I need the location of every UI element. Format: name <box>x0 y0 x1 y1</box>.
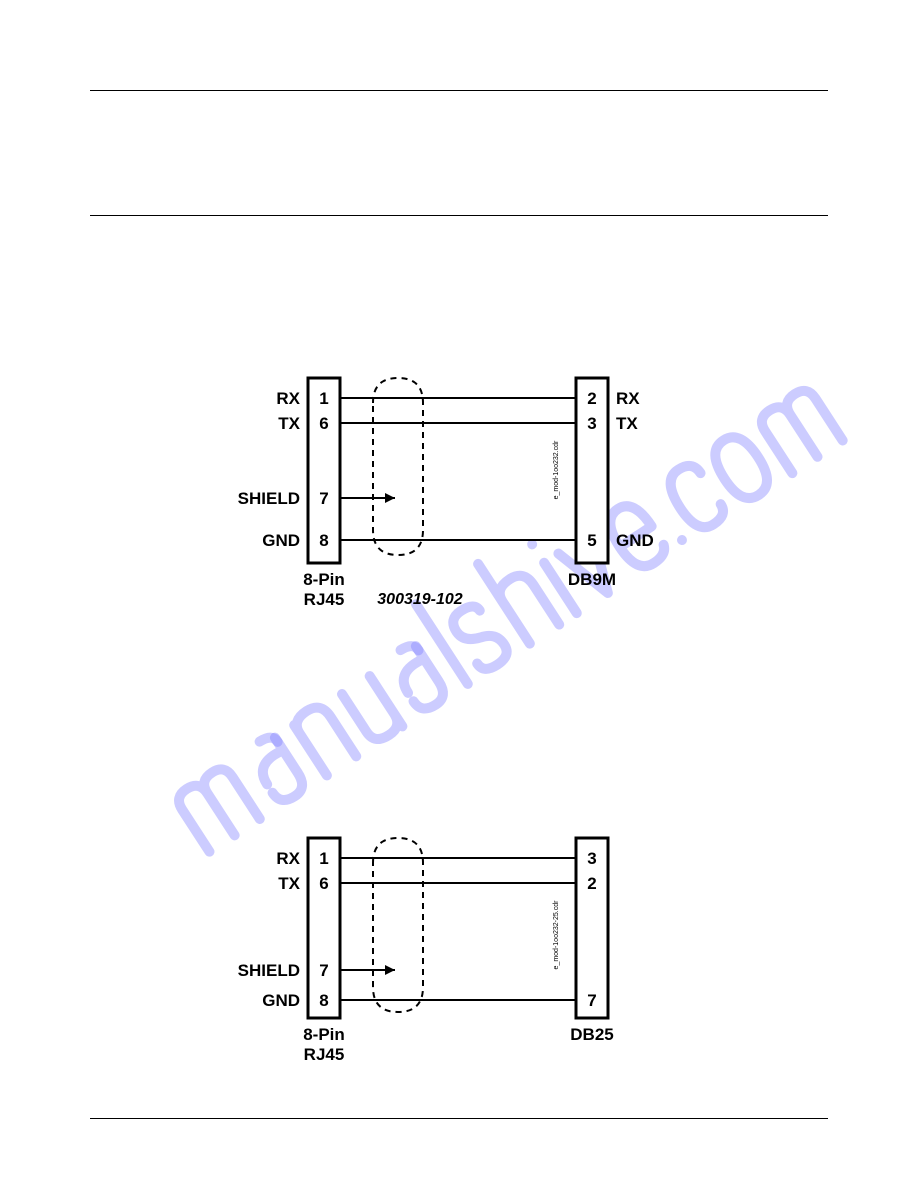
right-pin-signal: TX <box>616 414 638 433</box>
right-pin-number: 2 <box>587 874 596 893</box>
left-pin-number: 8 <box>319 991 328 1010</box>
left-connector-body <box>308 378 340 563</box>
left-pin-number: 7 <box>319 961 328 980</box>
left-pin-number: 8 <box>319 531 328 550</box>
left-pin-number: 6 <box>319 414 328 433</box>
shield-arrow-head <box>385 493 395 503</box>
cable-reference: e_mod-1oo232.cdr <box>553 440 560 499</box>
shield-outline <box>373 838 423 1012</box>
shield-arrow-head <box>385 965 395 975</box>
rule-top <box>90 90 828 91</box>
left-pin-signal: RX <box>276 849 300 868</box>
right-pin-number: 7 <box>587 991 596 1010</box>
diagram-2: 1 RX 6 TX 7 SHIELD 8 GND 3 2 7 8-PinRJ45 DB25 e_mod-1… <box>238 838 614 1064</box>
left-connector-label-1: 8-Pin <box>303 1025 345 1044</box>
right-pin-signal: RX <box>616 389 640 408</box>
diagram-1: 1 RX 6 TX 7 SHIELD 8 GND 2 RX 3 TX 5 GND 8-PinRJ45 DB9M… <box>238 378 654 609</box>
left-connector-label-2: RJ45 <box>304 1045 345 1064</box>
right-pin-number: 3 <box>587 849 596 868</box>
left-pin-number: 1 <box>319 389 328 408</box>
left-pin-signal: GND <box>262 531 300 550</box>
right-pin-number: 2 <box>587 389 596 408</box>
part-number: 300319-102 <box>377 591 463 608</box>
left-pin-number: 7 <box>319 489 328 508</box>
right-pin-number: 5 <box>587 531 596 550</box>
right-connector-label: DB25 <box>570 1025 613 1044</box>
left-pin-signal: GND <box>262 991 300 1010</box>
left-pin-number: 1 <box>319 849 328 868</box>
right-pin-number: 3 <box>587 414 596 433</box>
right-connector-body <box>576 378 608 563</box>
rule-mid <box>90 215 828 216</box>
rule-bottom <box>90 1118 828 1119</box>
watermark <box>158 361 843 853</box>
right-connector-label: DB9M <box>568 570 616 589</box>
page: 1RX6TX7SHIELD8GND2RX3TX5GND8-PinRJ45DB9M… <box>0 0 918 1188</box>
left-pin-signal: TX <box>278 414 300 433</box>
cable-reference: e_mod-1oo232-25.cdr <box>553 900 560 970</box>
left-pin-number: 6 <box>319 874 328 893</box>
left-connector-body <box>308 838 340 1018</box>
left-connector-label-1: 8-Pin <box>303 570 345 589</box>
left-pin-signal: RX <box>276 389 300 408</box>
diagram-canvas: 1RX6TX7SHIELD8GND2RX3TX5GND8-PinRJ45DB9M… <box>0 0 918 1188</box>
left-pin-signal: TX <box>278 874 300 893</box>
right-connector-body <box>576 838 608 1018</box>
left-pin-signal: SHIELD <box>238 961 300 980</box>
shield-outline <box>373 378 423 555</box>
left-connector-label-2: RJ45 <box>304 590 345 609</box>
right-pin-signal: GND <box>616 531 654 550</box>
left-pin-signal: SHIELD <box>238 489 300 508</box>
